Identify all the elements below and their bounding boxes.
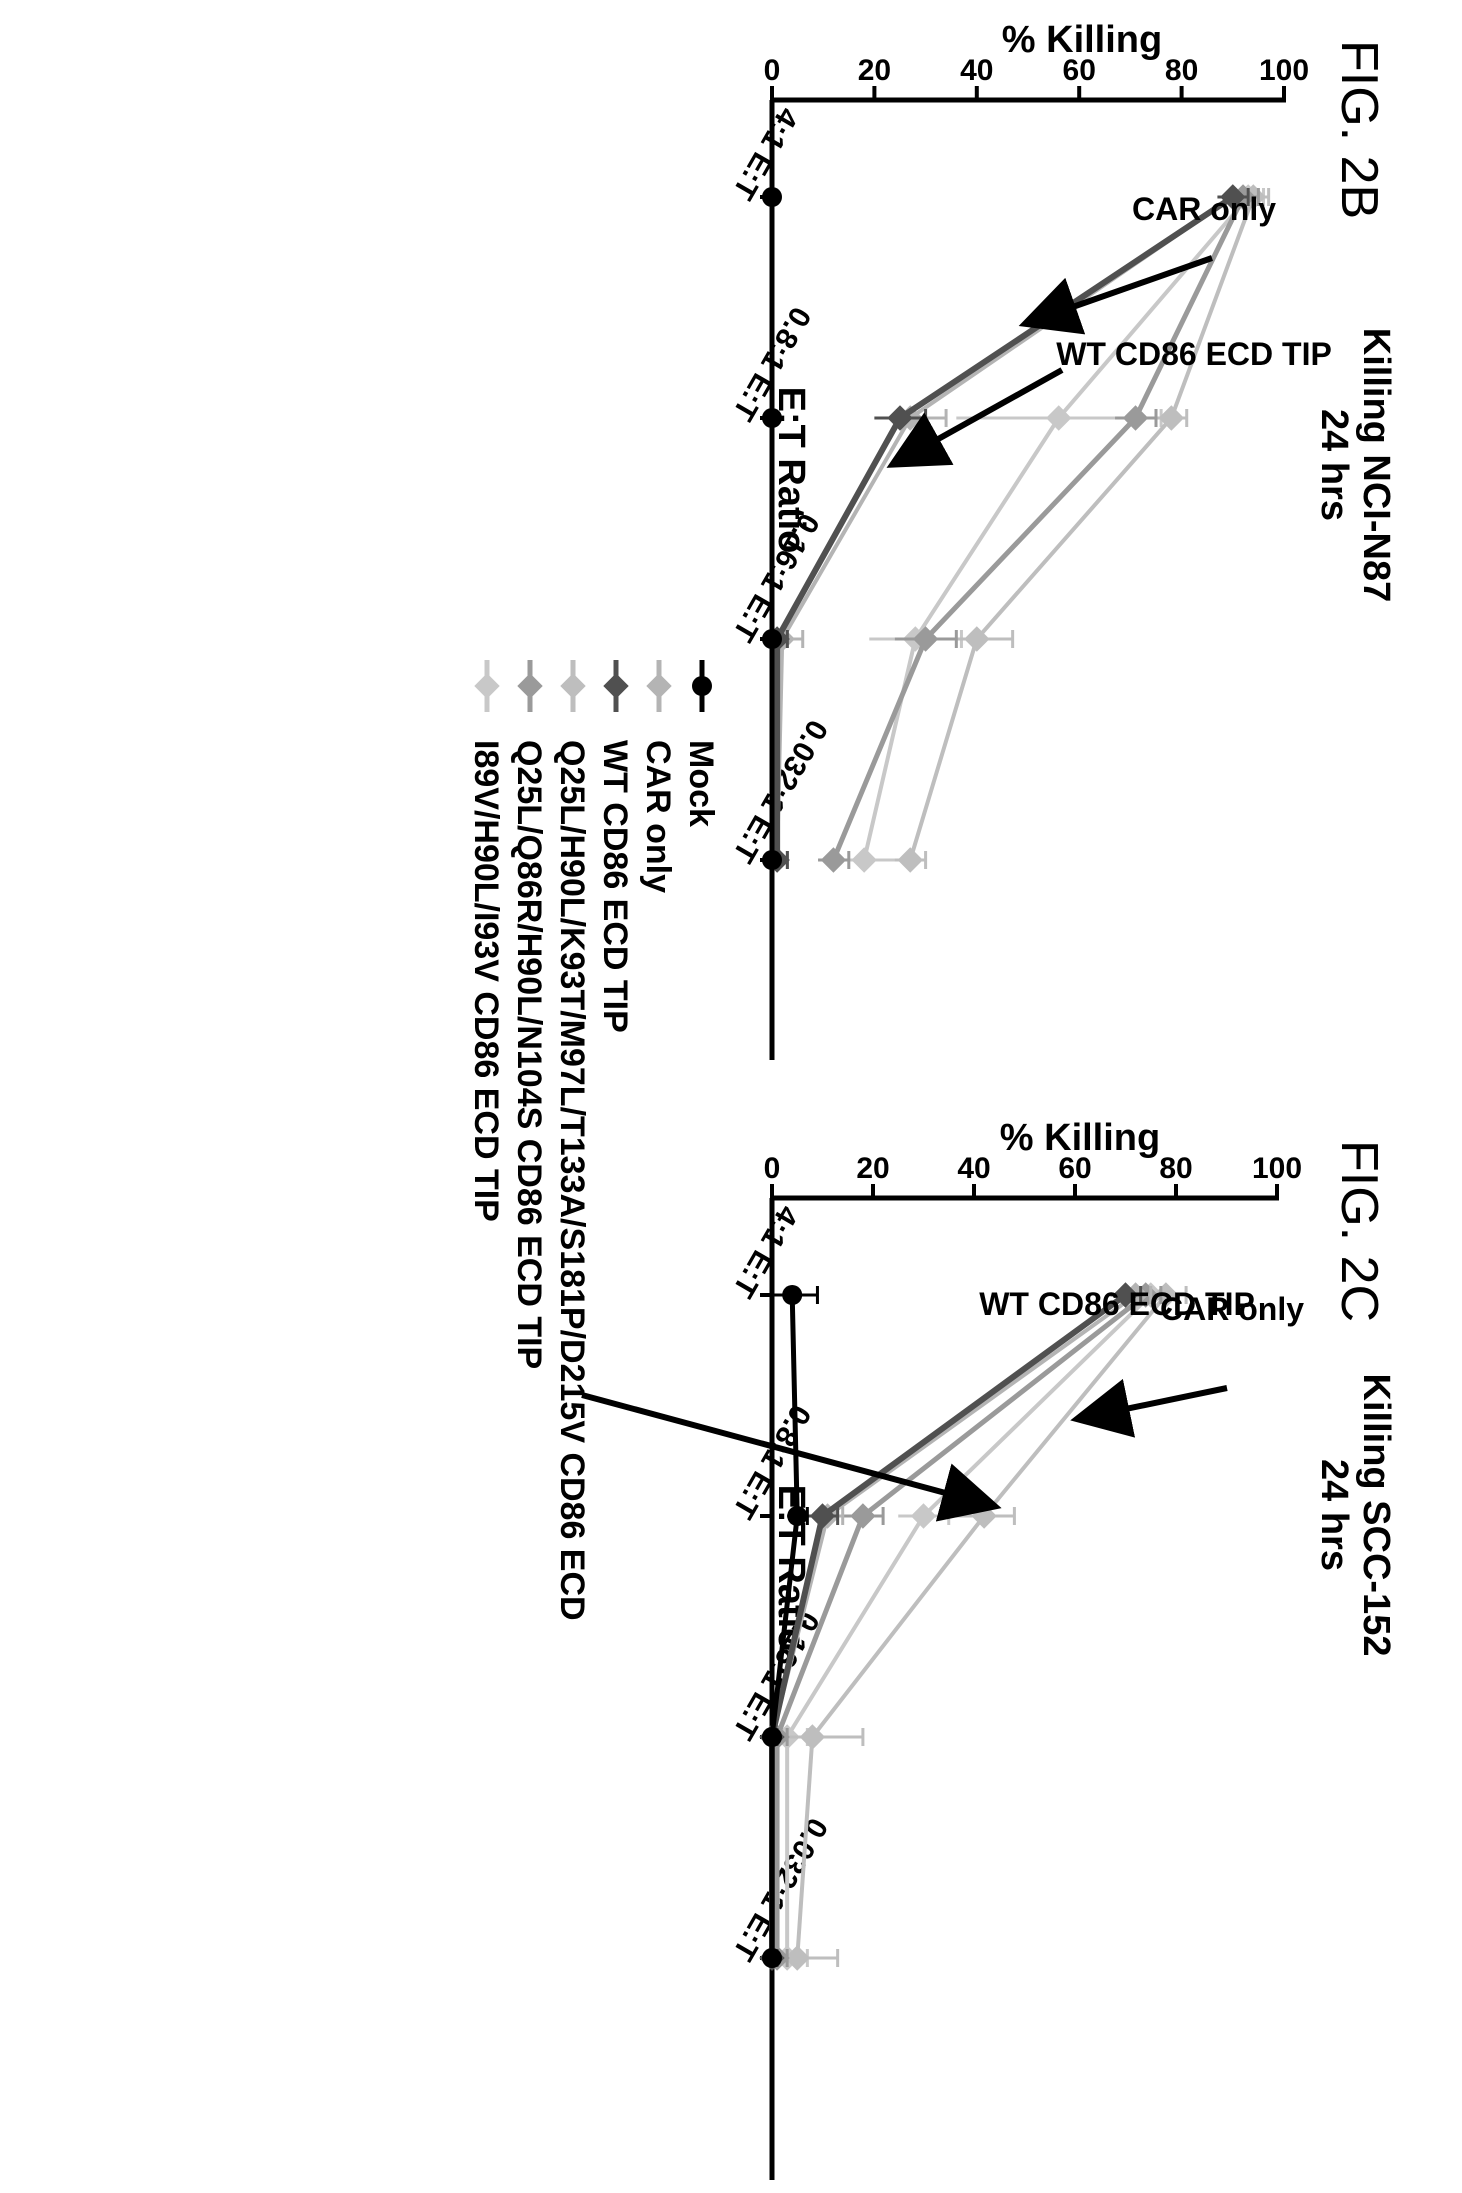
y-tick-label-80-2c: 80	[1159, 1152, 1192, 1185]
point-q25l-q86r-h90l-n104s-cd86-ecd-tip-2-2b	[912, 626, 939, 652]
y-axis-label-2c: % Killing	[1000, 1117, 1160, 1159]
chart-title-2c: Killing SCC-152	[1355, 1374, 1397, 1657]
series-mock-2b	[762, 187, 782, 870]
series-wt-cd86-ecd-tip-2b	[764, 184, 1250, 873]
point-mock-3-2b	[762, 850, 782, 870]
legend-label-1: CAR only	[639, 740, 677, 893]
y-tick-label-0-2b: 0	[764, 54, 781, 87]
point-i89v-h90l-i93v-cd86-ecd-tip-1-2b	[1046, 405, 1072, 431]
legend-swatch-marker-0	[692, 676, 712, 696]
series-q25l-h90l-k93t-m97l-t133a-s181p-d215v-cd86-ecd-2c	[772, 1282, 1188, 1971]
y-tick-label-60-2b: 60	[1063, 54, 1096, 87]
y-tick-label-20-2c: 20	[856, 1152, 889, 1185]
y-tick-label-100-2b: 100	[1259, 54, 1309, 87]
point-i89v-h90l-i93v-cd86-ecd-tip-1-2c	[910, 1503, 937, 1529]
series-line-q25l-q86r-h90l-n104s-cd86-ecd-tip-2c	[774, 1293, 1148, 1958]
y-tick-label-100-2c: 100	[1252, 1152, 1302, 1185]
annotation-wt-label-2b: WT CD86 ECD TIP	[1056, 336, 1332, 372]
y-tick-label-80-2b: 80	[1165, 54, 1198, 87]
figure-label-2c: FIG. 2C	[1330, 1140, 1388, 1322]
y-axis-label-2b: % Killing	[1002, 19, 1162, 61]
annotation-wt-2b: WT CD86 ECD TIP	[886, 336, 1332, 468]
figure-label-2b: FIG. 2B	[1330, 40, 1388, 219]
legend-label-0: Mock	[682, 740, 720, 827]
series-line-q25l-q86r-h90l-n104s-cd86-ecd-tip-2b	[831, 195, 1246, 861]
annotation-car-only-2b: CAR only	[1018, 191, 1276, 335]
point-mock-1-2b	[762, 408, 782, 428]
point-q25l-q86r-h90l-n104s-cd86-ecd-tip-1-2b	[1122, 405, 1149, 431]
annotation-car-only-label-2b: CAR only	[1132, 191, 1276, 227]
series-line-i89v-h90l-i93v-cd86-ecd-tip-2b	[862, 195, 1250, 861]
chart-subtitle-2b: 24 hrs	[1313, 409, 1355, 521]
point-wt-cd86-ecd-tip-0-2c	[1112, 1282, 1139, 1308]
point-wt-cd86-ecd-tip-0-2b	[1220, 184, 1246, 210]
point-q25l-h90l-k93t-m97l-t133a-s181p-d215v-cd86-ecd-2-2b	[964, 626, 990, 652]
chart-subtitle-2c: 24 hrs	[1313, 1459, 1355, 1571]
annotation-wt-arrow-2c	[581, 1392, 1002, 1522]
annotation-car-only-arrow-2c	[1070, 1378, 1228, 1438]
annotation-wt-label-2c: WT CD86 ECD TIP	[979, 1286, 1255, 1322]
legend-label-2: WT CD86 ECD TIP	[596, 740, 634, 1033]
series-line-car-only-2c	[770, 1293, 1137, 1958]
point-wt-cd86-ecd-tip-1-2c	[809, 1503, 836, 1529]
legend-swatch-marker-5	[474, 673, 500, 699]
y-tick-label-60-2c: 60	[1058, 1152, 1091, 1185]
point-mock-2-2c	[762, 1727, 782, 1747]
panel-2b: FIG. 2B Killing NCI-N87 24 hrs E:T Ratio…	[726, 19, 1397, 1060]
point-mock-1-2c	[787, 1506, 808, 1526]
y-tick-label-40-2b: 40	[960, 54, 993, 87]
series-i89v-h90l-i93v-cd86-ecd-tip-2c	[772, 1282, 1168, 1971]
chart-title-2b: Killing NCI-N87	[1355, 328, 1397, 602]
legend-swatch-marker-3	[560, 673, 586, 699]
point-mock-3-2c	[762, 1948, 782, 1968]
legend-label-3: Q25L/H90L/K93T/M97L/T133A/S181P/D215V CD…	[553, 740, 591, 1621]
annotation-car-only-2c: CAR only	[1070, 1291, 1304, 1438]
series-q25l-h90l-k93t-m97l-t133a-s181p-d215v-cd86-ecd-2b	[894, 184, 1271, 873]
point-mock-2-2b	[762, 629, 782, 649]
legend-entry-i89v-h90l-i93v-cd86-ecd-tip: I89V/H90L/I93V CD86 ECD TIP	[467, 660, 505, 1222]
point-q25l-h90l-k93t-m97l-t133a-s181p-d215v-cd86-ecd-2-2c	[799, 1724, 826, 1750]
annotation-wt-arrow-2b	[886, 367, 1064, 468]
legend-swatch-marker-4	[517, 673, 543, 699]
legend-label-5: I89V/H90L/I93V CD86 ECD TIP	[467, 740, 505, 1222]
series-line-i89v-h90l-i93v-cd86-ecd-tip-2c	[785, 1293, 1153, 1958]
legend-entry-q25l-h90l-k93t-m97l-t133a-s181p-d215v-cd86-ecd: Q25L/H90L/K93T/M97L/T133A/S181P/D215V CD…	[553, 660, 591, 1621]
legend-swatch-marker-2	[603, 673, 629, 699]
series-line-mock-2c	[769, 1294, 800, 1958]
annotation-car-only-arrow-2b	[1018, 255, 1213, 335]
series-line-q25l-h90l-k93t-m97l-t133a-s181p-d215v-cd86-ecd-2b	[908, 196, 1256, 861]
series-2c	[759, 1282, 1188, 1971]
series-mock-2c	[762, 1285, 819, 1968]
point-q25l-h90l-k93t-m97l-t133a-s181p-d215v-cd86-ecd-1-2b	[1158, 405, 1185, 431]
y-tick-label-20-2b: 20	[858, 54, 891, 87]
point-q25l-h90l-k93t-m97l-t133a-s181p-d215v-cd86-ecd-3-2b	[897, 847, 923, 873]
legend-entry-q25l-q86r-h90l-n104s-cd86-ecd-tip: Q25L/Q86R/H90L/N104S CD86 ECD TIP	[510, 660, 548, 1369]
point-i89v-h90l-i93v-cd86-ecd-tip-3-2b	[851, 847, 877, 873]
annotation-wt-2c: WT CD86 ECD TIP	[581, 1286, 1255, 1522]
series-2b	[762, 184, 1271, 873]
panel-2c: FIG. 2C Killing SCC-152 24 hrs E:T Ratio…	[581, 1117, 1397, 2180]
x-tick-label-0-2b: 4:1 E:T	[726, 102, 805, 205]
point-q25l-q86r-h90l-n104s-cd86-ecd-tip-1-2c	[850, 1503, 876, 1529]
point-q25l-q86r-h90l-n104s-cd86-ecd-tip-3-2b	[820, 847, 847, 873]
y-tick-label-40-2c: 40	[957, 1152, 990, 1185]
series-line-q25l-h90l-k93t-m97l-t133a-s181p-d215v-cd86-ecd-2c	[795, 1293, 1168, 1959]
legend-label-4: Q25L/Q86R/H90L/N104S CD86 ECD TIP	[510, 740, 548, 1369]
legend-swatch-marker-1	[646, 673, 672, 699]
series-q25l-q86r-h90l-n104s-cd86-ecd-tip-2c	[764, 1282, 1163, 1971]
point-mock-0-2b	[762, 187, 782, 207]
x-tick-label-3-2c: 0.032:1 E:T	[726, 1812, 834, 1966]
legend-entry-wt-cd86-ecd-tip: WT CD86 ECD TIP	[596, 660, 634, 1033]
y-tick-label-0-2c: 0	[764, 1152, 781, 1185]
series-line-wt-cd86-ecd-tip-2c	[769, 1292, 1128, 1958]
point-mock-0-2c	[782, 1285, 803, 1305]
legend-entry-mock: Mock	[682, 660, 720, 827]
legend-entry-car-only: CAR only	[639, 660, 677, 893]
annotation-car-only-label-2c: CAR only	[1160, 1291, 1304, 1327]
